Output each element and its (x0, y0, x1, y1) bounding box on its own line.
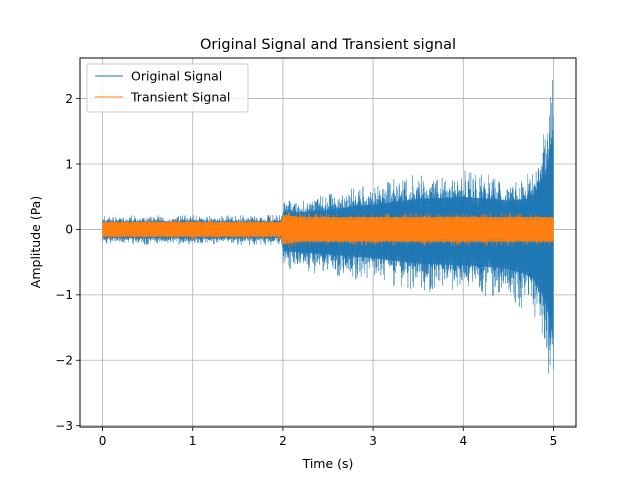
y-tick-label: 0 (65, 223, 73, 237)
x-axis-label: Time (s) (302, 456, 354, 471)
series-band (102, 214, 554, 245)
x-tick-label: 5 (550, 434, 558, 448)
y-tick-label: 2 (65, 92, 73, 106)
y-tick-label: 1 (65, 157, 73, 171)
x-tick-label: 1 (189, 434, 197, 448)
chart-title: Original Signal and Transient signal (200, 37, 456, 53)
legend-label-original: Original Signal (131, 69, 222, 84)
x-tick-label: 0 (99, 434, 107, 448)
axis-ticks: 0 1 2 3 4 5 −3 −2 −1 0 1 2 (55, 92, 557, 448)
y-axis-label: Amplitude (Pa) (28, 196, 43, 288)
x-tick-label: 4 (459, 434, 467, 448)
x-tick-label: 3 (369, 434, 377, 448)
plot-frame (79, 57, 577, 428)
legend-label-transient: Transient Signal (130, 90, 230, 105)
y-tick-label: −2 (55, 354, 73, 368)
x-tick-label: 2 (279, 434, 287, 448)
series-transient-signal (102, 212, 554, 248)
legend-box (86, 63, 249, 113)
legend: Original Signal Transient Signal (86, 63, 249, 113)
y-tick-label: −1 (55, 288, 73, 302)
y-tick-label: −3 (55, 419, 73, 433)
plot-series (102, 80, 554, 374)
